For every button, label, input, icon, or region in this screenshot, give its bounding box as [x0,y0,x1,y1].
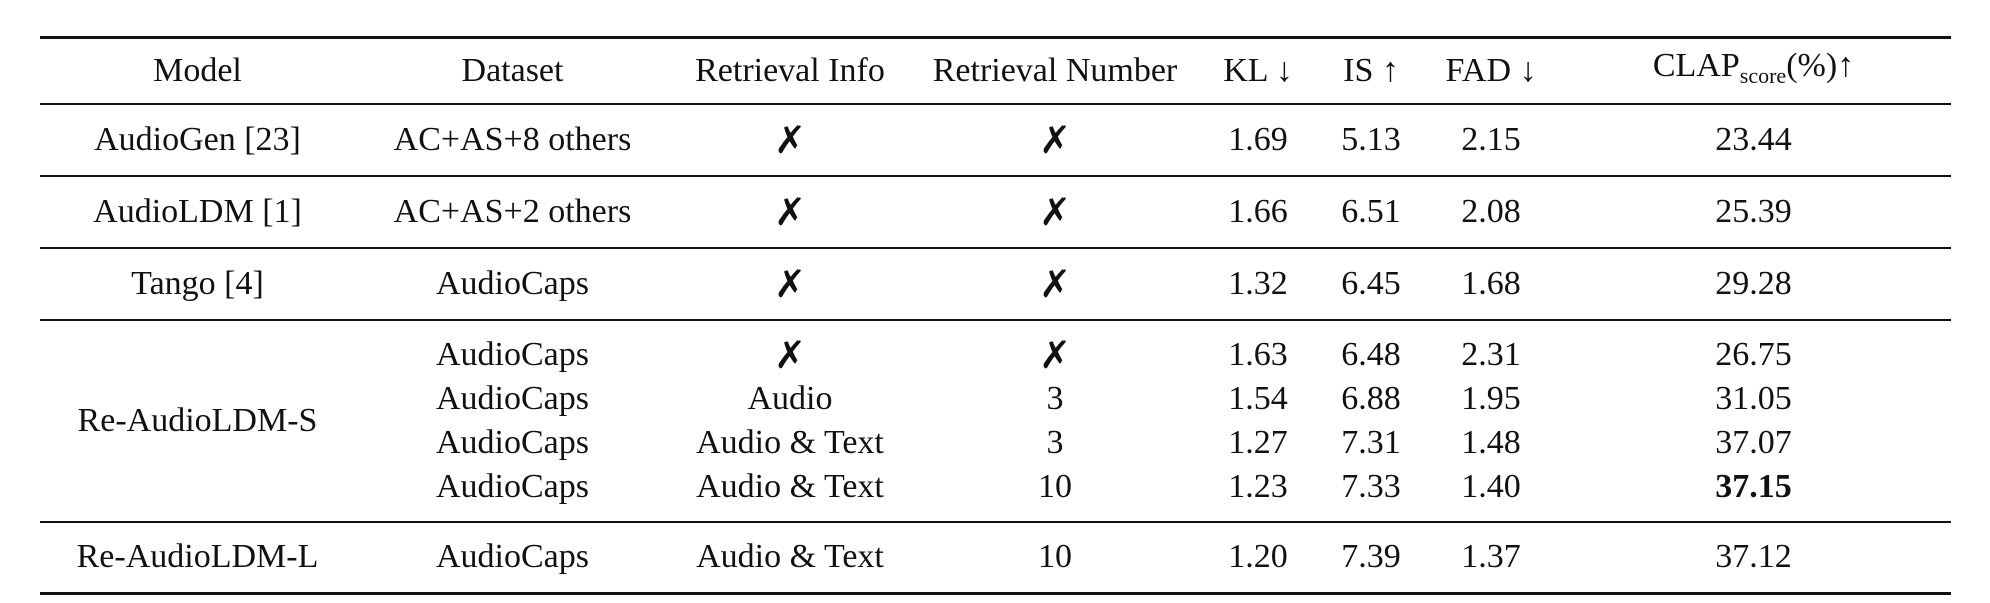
retrieval-info-cross: ✗ [774,189,806,234]
clap-cell: 37.07 [1715,423,1792,461]
retrieval-info-cell: Audio & Text [696,423,884,461]
retrieval-info-cell: Audio [747,379,833,417]
kl-cell: 1.66 [1228,192,1288,230]
table-row: Tango [4] AudioCaps ✗ ✗ 1.32 6.45 1.68 2… [40,248,1951,320]
model-cell: AudioLDM [1] [93,192,302,230]
is-cell: 6.45 [1341,264,1401,302]
model-cell: Re-AudioLDM-L [76,538,319,576]
clap-cell: 25.39 [1715,192,1792,230]
dataset-cell: AudioCaps [436,423,589,461]
retrieval-info-cross: ✗ [774,261,806,306]
clap-cell: 37.12 [1715,538,1792,576]
is-cell: 5.13 [1341,120,1401,158]
header-clap-sub: score [1739,62,1787,88]
kl-cell: 1.63 [1228,335,1288,373]
retrieval-info-column-group: ✗ Audio Audio & Text Audio & Text [670,320,910,522]
fad-cell: 2.08 [1461,192,1521,230]
fad-cell: 2.31 [1461,335,1521,373]
kl-cell: 1.32 [1228,264,1288,302]
header-clap-main: CLAP [1652,46,1740,84]
is-cell: 6.48 [1341,335,1401,373]
dataset-cell: AudioCaps [436,264,589,302]
table-row: AudioLDM [1] AC+AS+2 others ✗ ✗ 1.66 6.5… [40,176,1951,248]
is-cell: 6.88 [1341,379,1401,417]
retrieval-number-cell: 10 [1038,538,1072,576]
clap-cell: 26.75 [1715,335,1792,373]
fad-cell: 1.40 [1461,467,1521,505]
retrieval-info-cross: ✗ [774,332,806,377]
header-kl: KL ↓ [1223,51,1293,89]
fad-cell: 2.15 [1461,120,1521,158]
fad-cell: 1.95 [1461,379,1521,417]
retrieval-number-cell: 3 [1046,379,1064,417]
kl-cell: 1.54 [1228,379,1288,417]
header-is: IS ↑ [1343,51,1399,89]
clap-cell: 23.44 [1715,120,1792,158]
header-retrieval-info: Retrieval Info [695,51,885,89]
dataset-cell: AudioCaps [436,335,589,373]
is-cell: 6.51 [1341,192,1401,230]
clap-cell: 29.28 [1715,264,1792,302]
header-model: Model [153,51,242,89]
dataset-column-group: AudioCaps AudioCaps AudioCaps AudioCaps [355,320,670,522]
is-cell-best: 7.39 [1341,538,1401,576]
fad-cell: 1.68 [1461,264,1521,302]
dataset-cell: AC+AS+8 others [393,120,632,158]
dataset-cell: AC+AS+2 others [393,192,632,230]
kl-cell: 1.27 [1228,423,1288,461]
is-cell: 7.31 [1341,423,1401,461]
dataset-cell: AudioCaps [436,467,589,505]
clap-cell-best: 37.15 [1715,467,1792,505]
header-row: Model Dataset Retrieval Info Retrieval N… [40,37,1951,104]
results-table: Model Dataset Retrieval Info Retrieval N… [40,36,1951,595]
header-retrieval-number: Retrieval Number [932,51,1178,89]
retrieval-number-cross: ✗ [1039,189,1071,234]
clap-column-group: 26.75 31.05 37.07 37.15 [1556,320,1951,522]
fad-cell: 1.48 [1461,423,1521,461]
retrieval-number-cell: 10 [1038,467,1072,505]
fad-column-group: 2.31 1.95 1.48 1.40 [1426,320,1556,522]
header-clap-tail: (%)↑ [1786,46,1855,84]
retrieval-number-column-group: ✗ 3 3 10 [910,320,1200,522]
retrieval-info-cross: ✗ [774,117,806,162]
is-column-group: 6.48 6.88 7.31 7.33 [1316,320,1426,522]
retrieval-info-cell: Audio & Text [696,538,884,576]
dataset-cell: AudioCaps [436,538,589,576]
model-cell: Re-AudioLDM-S [77,401,318,439]
kl-cell: 1.69 [1228,120,1288,158]
header-dataset: Dataset [461,51,564,89]
kl-cell: 1.23 [1228,467,1288,505]
retrieval-number-cross: ✗ [1039,117,1071,162]
table-row: Re-AudioLDM-L AudioCaps Audio & Text 10 … [40,522,1951,594]
header-fad: FAD ↓ [1445,51,1537,89]
model-cell: Tango [4] [131,264,264,302]
retrieval-number-cell: 3 [1046,423,1064,461]
model-cell: AudioGen [23] [94,120,301,158]
table-row: AudioGen [23] AC+AS+8 others ✗ ✗ 1.69 5.… [40,104,1951,176]
clap-cell: 31.05 [1715,379,1792,417]
kl-column-group: 1.63 1.54 1.27 1.23 [1200,320,1316,522]
table-row-group: Re-AudioLDM-S AudioCaps AudioCaps AudioC… [40,320,1951,522]
retrieval-info-cell: Audio & Text [696,467,884,505]
retrieval-number-cross: ✗ [1039,332,1071,377]
dataset-cell: AudioCaps [436,379,589,417]
fad-cell-best: 1.37 [1461,538,1521,576]
header-clap: CLAPscore(%)↑ [1556,38,1951,104]
kl-cell-best: 1.20 [1228,538,1288,576]
retrieval-number-cross: ✗ [1039,261,1071,306]
is-cell: 7.33 [1341,467,1401,505]
